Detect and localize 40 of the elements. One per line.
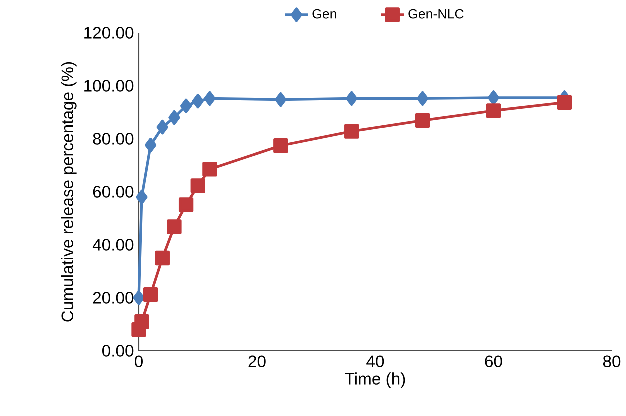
point bbox=[488, 90, 500, 106]
x-tick-label: 80 bbox=[603, 356, 621, 368]
point bbox=[274, 138, 288, 154]
point bbox=[486, 104, 502, 118]
point bbox=[275, 92, 287, 108]
point bbox=[344, 124, 360, 139]
point bbox=[202, 162, 218, 177]
x-axis-title: Time (h) bbox=[345, 372, 406, 388]
x-tick-label: 60 bbox=[485, 356, 502, 368]
point bbox=[144, 138, 157, 153]
y-tick-label: 0.00 bbox=[102, 345, 134, 357]
point bbox=[204, 91, 216, 106]
point bbox=[557, 95, 572, 110]
point bbox=[134, 314, 150, 330]
legend-label: Gen bbox=[312, 9, 336, 19]
point bbox=[143, 287, 158, 302]
point bbox=[156, 120, 168, 135]
point bbox=[133, 290, 145, 306]
point bbox=[136, 190, 148, 205]
x-tick-label: 40 bbox=[366, 356, 384, 368]
point bbox=[415, 113, 430, 128]
y-axis-title: Cumulative release percentage (%) bbox=[61, 62, 77, 322]
point bbox=[167, 220, 182, 234]
point bbox=[155, 250, 170, 266]
point bbox=[168, 110, 180, 126]
legend-label: Gen-NLC bbox=[408, 9, 464, 19]
point bbox=[416, 91, 429, 106]
x-tick-label: 0 bbox=[135, 356, 143, 368]
y-tick-label: 40.00 bbox=[92, 239, 134, 251]
y-tick-label: 100.00 bbox=[84, 80, 134, 92]
x-tick-label: 20 bbox=[248, 356, 266, 368]
point bbox=[192, 94, 204, 109]
y-tick-label: 20.00 bbox=[93, 292, 134, 304]
y-tick-label: 80.00 bbox=[93, 133, 134, 145]
y-tick-label: 60.00 bbox=[93, 186, 134, 198]
point bbox=[178, 198, 194, 212]
point bbox=[190, 178, 206, 194]
point bbox=[346, 91, 358, 106]
y-tick-label: 120.00 bbox=[84, 27, 134, 39]
point bbox=[180, 98, 192, 114]
